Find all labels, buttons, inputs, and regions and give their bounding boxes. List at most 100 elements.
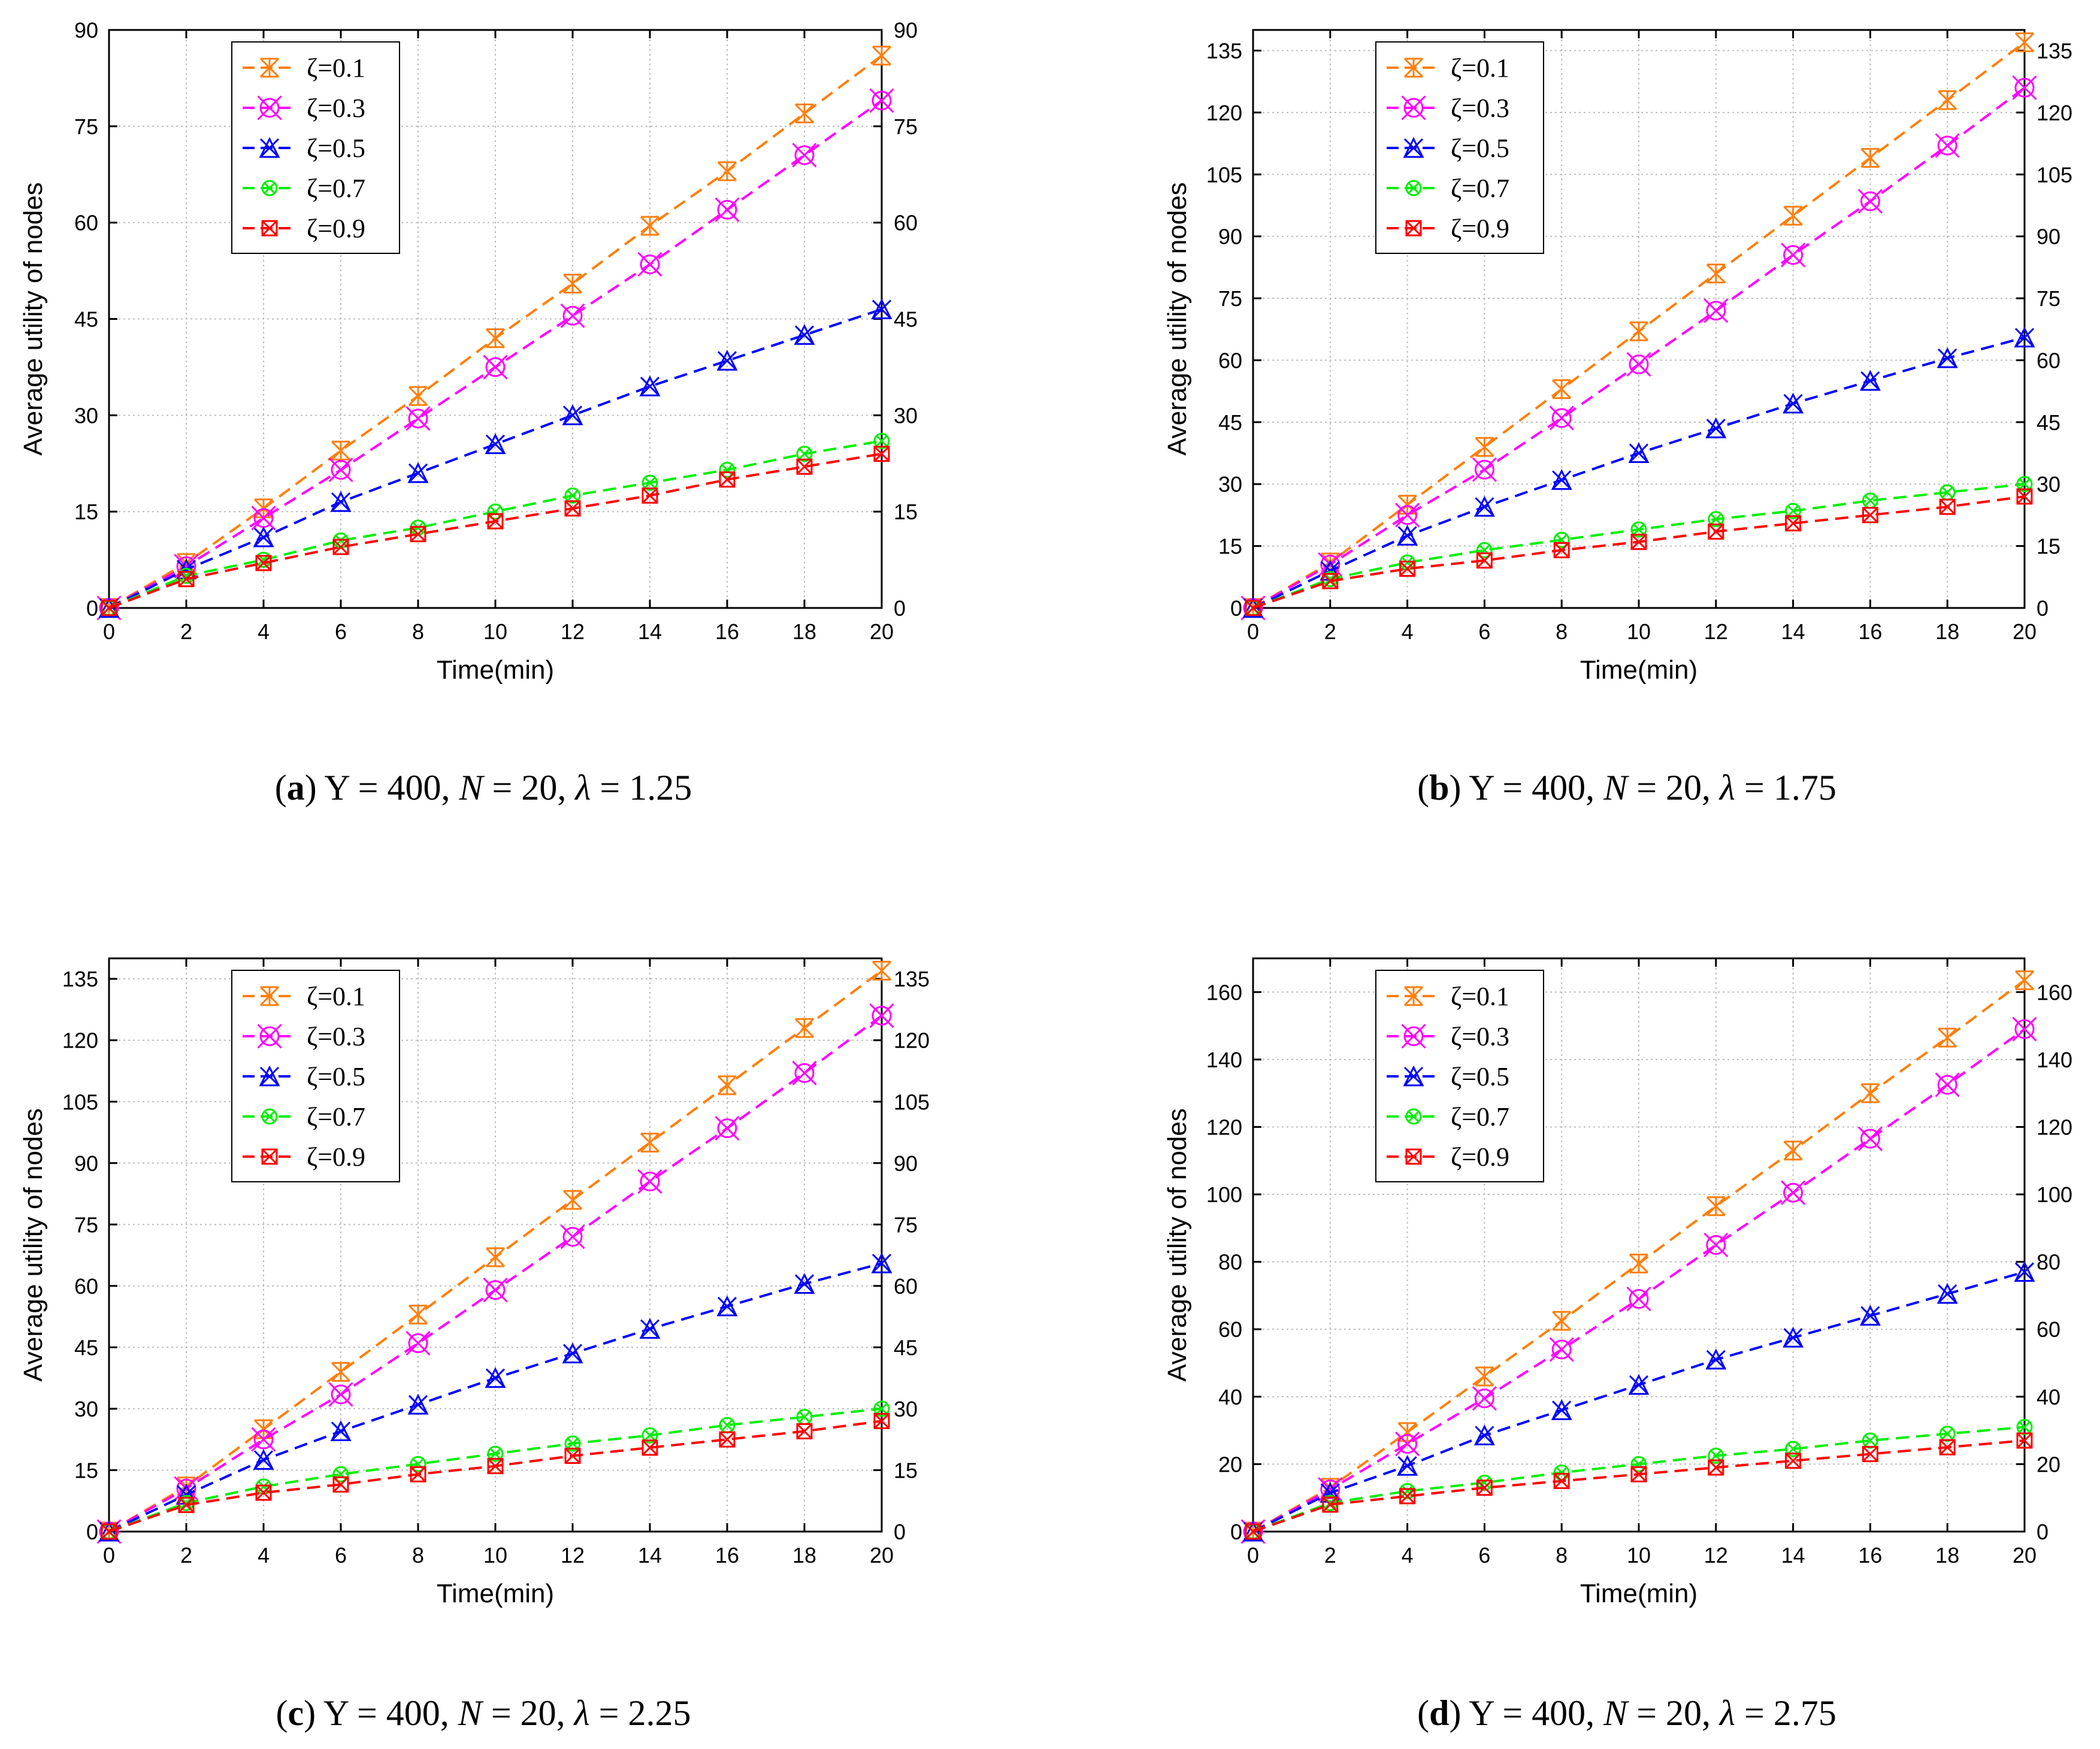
- data-point-c: [2016, 488, 2033, 504]
- legend-label: ζ=0.5: [1451, 1062, 1509, 1091]
- data-point-c: [564, 1448, 581, 1464]
- data-point: [410, 526, 426, 543]
- data-point-c: [560, 1224, 585, 1249]
- y-tick-label: 135: [1206, 38, 1242, 63]
- series-2: [98, 1252, 892, 1542]
- data-point: [407, 462, 429, 483]
- y-tick-label: 0: [1230, 1520, 1242, 1544]
- legend-marker-a: [1403, 1026, 1424, 1046]
- data-point: [2016, 1432, 2033, 1449]
- data-point: [1705, 417, 1727, 438]
- data-point: [794, 1273, 815, 1294]
- y-tick-label: 60: [1218, 1317, 1242, 1342]
- legend-marker-a: [261, 1108, 278, 1125]
- data-point: [717, 1075, 737, 1096]
- legend-label: ζ=0.1: [307, 53, 365, 83]
- data-point: [1245, 1523, 1261, 1540]
- x-tick-label: 20: [2013, 1543, 2037, 1568]
- y-tick-label-right: 60: [894, 211, 918, 235]
- data-point-a: [642, 487, 658, 504]
- data-point-a: [408, 1333, 428, 1354]
- data-point-a: [1553, 1473, 1570, 1490]
- grid-lines: [109, 958, 882, 1532]
- data-point-c: [640, 377, 660, 397]
- data-point-a: [331, 1384, 351, 1405]
- y-tick-label-right: 105: [2037, 162, 2072, 187]
- data-point-a: [639, 1318, 661, 1339]
- data-point-c: [485, 1368, 506, 1388]
- data-point-c: [331, 492, 351, 512]
- data-point-a: [178, 1497, 195, 1514]
- data-point-c: [332, 1476, 349, 1493]
- data-point-c: [1864, 1435, 1876, 1447]
- data-point-a: [1397, 505, 1418, 525]
- data-point-c: [644, 1429, 656, 1441]
- data-point: [639, 1318, 661, 1339]
- y-tick-label-right: 0: [2037, 596, 2048, 621]
- data-point-c: [1935, 1072, 1960, 1097]
- y-tick-label-right: 15: [894, 1458, 918, 1482]
- caption-eq: =: [1627, 768, 1666, 807]
- caption-eq: =: [1735, 1693, 1774, 1733]
- data-point: [1626, 1287, 1651, 1312]
- data-point: [178, 571, 195, 588]
- x-tick-label: 0: [103, 1543, 115, 1568]
- data-point: [1935, 133, 1960, 158]
- data-point: [1939, 498, 1956, 515]
- data-point: [255, 555, 272, 571]
- caption-eq: =: [483, 768, 522, 807]
- data-point-c: [794, 325, 815, 345]
- data-point: [487, 513, 504, 529]
- data-point-a: [639, 375, 661, 397]
- data-point-a: [330, 491, 352, 512]
- data-point-a: [1628, 1373, 1650, 1395]
- data-point-c: [872, 299, 892, 319]
- data-point-a: [796, 458, 813, 475]
- data-point-c: [1475, 497, 1494, 517]
- data-point-a: [407, 1393, 429, 1415]
- legend-label: ζ=0.9: [1451, 214, 1509, 243]
- data-point-a: [1859, 1305, 1881, 1326]
- data-point: [1245, 600, 1261, 616]
- caption-y-value: 400: [386, 1693, 440, 1733]
- data-point-a: [1936, 1282, 1958, 1304]
- data-point-c: [567, 1438, 579, 1450]
- data-point: [562, 1190, 583, 1210]
- data-point-a: [2016, 488, 2033, 505]
- data-point: [1399, 1488, 1416, 1505]
- data-point-a: [408, 408, 428, 429]
- y-tick-label-right: 140: [2037, 1048, 2072, 1072]
- data-point: [1473, 495, 1495, 517]
- y-tick-label-right: 90: [2037, 225, 2060, 249]
- data-point: [1399, 561, 1416, 577]
- data-point: [872, 961, 892, 981]
- caption-n-symbol: N: [1603, 768, 1629, 807]
- data-point: [1472, 457, 1497, 482]
- y-tick-label: 90: [74, 18, 98, 43]
- data-point-c: [1781, 243, 1806, 268]
- legend: ζ=0.1 ζ=0.3 ζ=0.5 ζ=0.7 ζ=0.9: [231, 970, 400, 1182]
- data-point-a: [1473, 495, 1495, 517]
- data-point-a: [1860, 191, 1880, 211]
- data-point-a: [332, 1476, 349, 1493]
- data-point: [1703, 1232, 1729, 1258]
- data-point: [1708, 511, 1724, 528]
- data-point-a: [564, 487, 581, 504]
- y-tick-label: 135: [62, 967, 98, 991]
- data-point: [719, 471, 736, 488]
- panel-caption: (b) Y = 400, N = 20, λ = 1.75: [1417, 768, 1836, 807]
- data-point-c: [1938, 348, 1957, 368]
- data-point: [717, 161, 737, 181]
- data-point: [640, 216, 660, 236]
- data-point-c: [408, 463, 428, 483]
- caption-lambda-value: 1.25: [629, 768, 692, 807]
- data-point: [487, 1458, 504, 1475]
- y-tick-label: 120: [1206, 101, 1242, 125]
- data-point: [2016, 476, 2033, 492]
- data-point-c: [1860, 371, 1880, 391]
- data-point-a: [872, 90, 892, 111]
- x-tick-label: 10: [483, 619, 507, 644]
- legend-marker: [261, 180, 278, 196]
- data-point-a: [564, 500, 581, 517]
